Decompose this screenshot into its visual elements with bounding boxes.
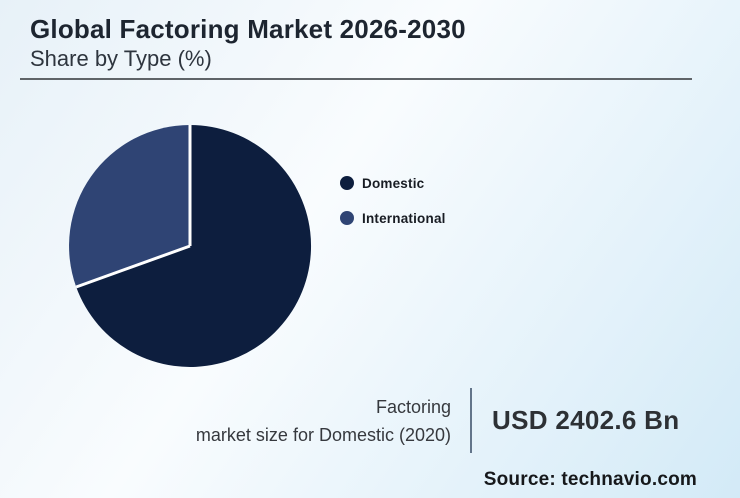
pie-chart [60,116,320,376]
legend-label-international: International [362,210,446,226]
page-subtitle: Share by Type (%) [30,46,212,71]
pie-chart-svg [69,124,312,368]
legend-marker-international [340,211,354,225]
legend-marker-domestic [340,176,354,190]
header-divider [20,78,692,80]
market-size-label-line1: Factoring [375,396,451,417]
pie-slice-international [69,125,190,287]
pie-slice-domestic [76,124,312,368]
legend-item-domestic: Domestic [340,175,446,191]
market-size-label-line2: market size for Domestic (2020) [195,424,451,445]
header: Global Factoring Market 2026-2030 Share … [30,14,710,73]
pie-slice-border [75,244,191,289]
market-size-callout: Factoring market size for Domestic (2020… [99,388,679,453]
market-size-value: USD 2402.6 Bn [492,405,680,435]
page-title: Global Factoring Market 2026-2030 [30,14,466,44]
legend-label-domestic: Domestic [362,175,425,191]
market-size-label: Factoring market size for Domestic (2020… [99,393,451,449]
legend-item-international: International [340,210,446,226]
legend: Domestic International [340,176,446,246]
source-attribution: Source: technavio.com [483,469,697,490]
callout-divider [470,388,472,453]
